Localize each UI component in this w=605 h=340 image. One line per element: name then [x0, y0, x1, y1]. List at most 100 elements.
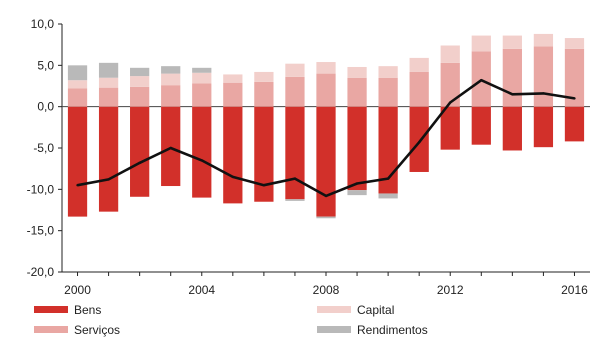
bar-rendimentos-2008	[316, 216, 336, 219]
bar-bens-2000	[67, 106, 88, 217]
line-layer	[76, 78, 576, 198]
line-point-2010	[386, 177, 390, 180]
line-point-2014	[511, 93, 514, 96]
line-point-2012	[449, 101, 452, 104]
legend-label-rendimentos: Rendimentos	[357, 323, 428, 337]
line-point-2000	[76, 184, 79, 187]
bar-capital-2005	[223, 74, 243, 83]
legend-swatch-servicos	[34, 326, 68, 333]
bar-servicos-2003	[161, 85, 181, 107]
bar-rendimentos-2001	[98, 62, 119, 78]
bar-rendimentos-2000	[67, 65, 88, 81]
bar-capital-2008	[316, 62, 336, 74]
bar-bens-2001	[98, 106, 119, 212]
bar-servicos-2015	[533, 46, 554, 107]
legend-item-rendimentos: Rendimentos	[317, 323, 428, 337]
legend-label-bens: Bens	[74, 303, 101, 317]
legend-label-capital: Capital	[357, 303, 394, 317]
bar-bens-2006	[254, 106, 274, 202]
bar-servicos-2010	[378, 77, 398, 107]
bar-capital-2007	[285, 63, 305, 77]
bar-rendimentos-2007	[285, 199, 305, 201]
bar-rendimentos-2010	[378, 193, 398, 199]
bar-servicos-2011	[409, 71, 429, 107]
bar-servicos-2005	[223, 82, 243, 107]
legend-item-bens: Bens	[34, 303, 101, 317]
bar-capital-2003	[161, 73, 181, 86]
legend-item-capital: Capital	[317, 303, 394, 317]
bar-capital-2001	[98, 77, 119, 88]
line-point-2016	[573, 97, 576, 100]
bar-bens-2016	[564, 106, 585, 142]
y-tick-label: -10,0	[27, 182, 55, 196]
bar-servicos-2000	[67, 88, 88, 107]
bar-capital-2014	[502, 35, 522, 49]
bar-capital-2006	[254, 71, 274, 82]
x-axis: 2000 2004 2008 2012 2016	[62, 271, 590, 297]
x-tick-label: 2008	[313, 283, 340, 297]
bar-rendimentos-2009	[347, 190, 367, 196]
bar-servicos-2014	[502, 48, 522, 107]
bar-servicos-2008	[316, 73, 336, 107]
line-point-2009	[355, 182, 359, 185]
bar-capital-2009	[347, 66, 367, 78]
bar-rendimentos-2003	[161, 66, 181, 74]
legend-swatch-rendimentos	[317, 326, 351, 333]
line-point-2005	[231, 175, 235, 179]
legend-swatch-capital	[317, 306, 351, 313]
bar-bens-2002	[130, 106, 150, 197]
x-tick-label: 2012	[437, 283, 464, 297]
y-tick-label: 10,0	[31, 17, 55, 31]
bar-bens-2011	[409, 106, 429, 172]
bar-bens-2012	[440, 106, 460, 150]
bar-rendimentos-2002	[130, 67, 150, 77]
bar-capital-2016	[564, 38, 585, 49]
legend-item-servicos: Serviços	[34, 323, 120, 337]
line-point-2013	[480, 79, 483, 82]
x-tick-label: 2004	[188, 283, 215, 297]
bar-servicos-2012	[440, 62, 460, 107]
bar-servicos-2006	[254, 81, 274, 107]
y-tick-label: -20,0	[27, 265, 55, 279]
line-point-2011	[417, 141, 421, 144]
bar-capital-2000	[67, 80, 88, 89]
bar-servicos-2001	[98, 87, 119, 107]
bar-bens-2013	[471, 106, 491, 145]
line-point-2002	[138, 161, 141, 165]
bar-bens-2004	[192, 106, 212, 198]
x-tick-label: 2016	[561, 283, 588, 297]
bar-capital-2004	[192, 72, 212, 84]
line-point-2007	[293, 177, 297, 180]
bar-bens-2003	[161, 106, 181, 187]
y-tick-label: 0,0	[37, 100, 54, 114]
y-tick-label: -15,0	[27, 224, 55, 238]
bar-bens-2009	[347, 106, 367, 191]
legend: Bens Serviços Capital Rendimentos	[34, 303, 428, 337]
bar-servicos-2004	[192, 83, 212, 107]
bar-bens-2005	[223, 106, 243, 204]
bar-rendimentos-2004	[192, 67, 212, 73]
line-point-2008	[324, 194, 328, 198]
bar-servicos-2002	[130, 86, 150, 107]
bar-bens-2014	[502, 106, 522, 151]
bar-capital-2012	[440, 45, 460, 63]
legend-label-servicos: Serviços	[74, 323, 120, 337]
bars	[67, 33, 585, 219]
y-tick-label: -5,0	[33, 141, 54, 155]
bar-capital-2011	[409, 57, 429, 72]
bar-bens-2008	[316, 106, 336, 217]
bar-servicos-2007	[285, 76, 305, 107]
bar-servicos-2009	[347, 77, 367, 107]
line-point-2006	[262, 184, 266, 187]
line-point-2015	[542, 92, 545, 95]
bar-capital-2013	[471, 35, 491, 52]
bar-capital-2015	[533, 33, 554, 47]
bar-capital-2002	[130, 76, 150, 87]
line-point-2004	[200, 159, 203, 162]
line-point-2001	[107, 178, 110, 181]
bar-bens-2007	[285, 106, 305, 200]
bar-capital-2010	[378, 66, 398, 78]
legend-swatch-bens	[34, 306, 68, 313]
x-tick-label: 2000	[64, 283, 91, 297]
